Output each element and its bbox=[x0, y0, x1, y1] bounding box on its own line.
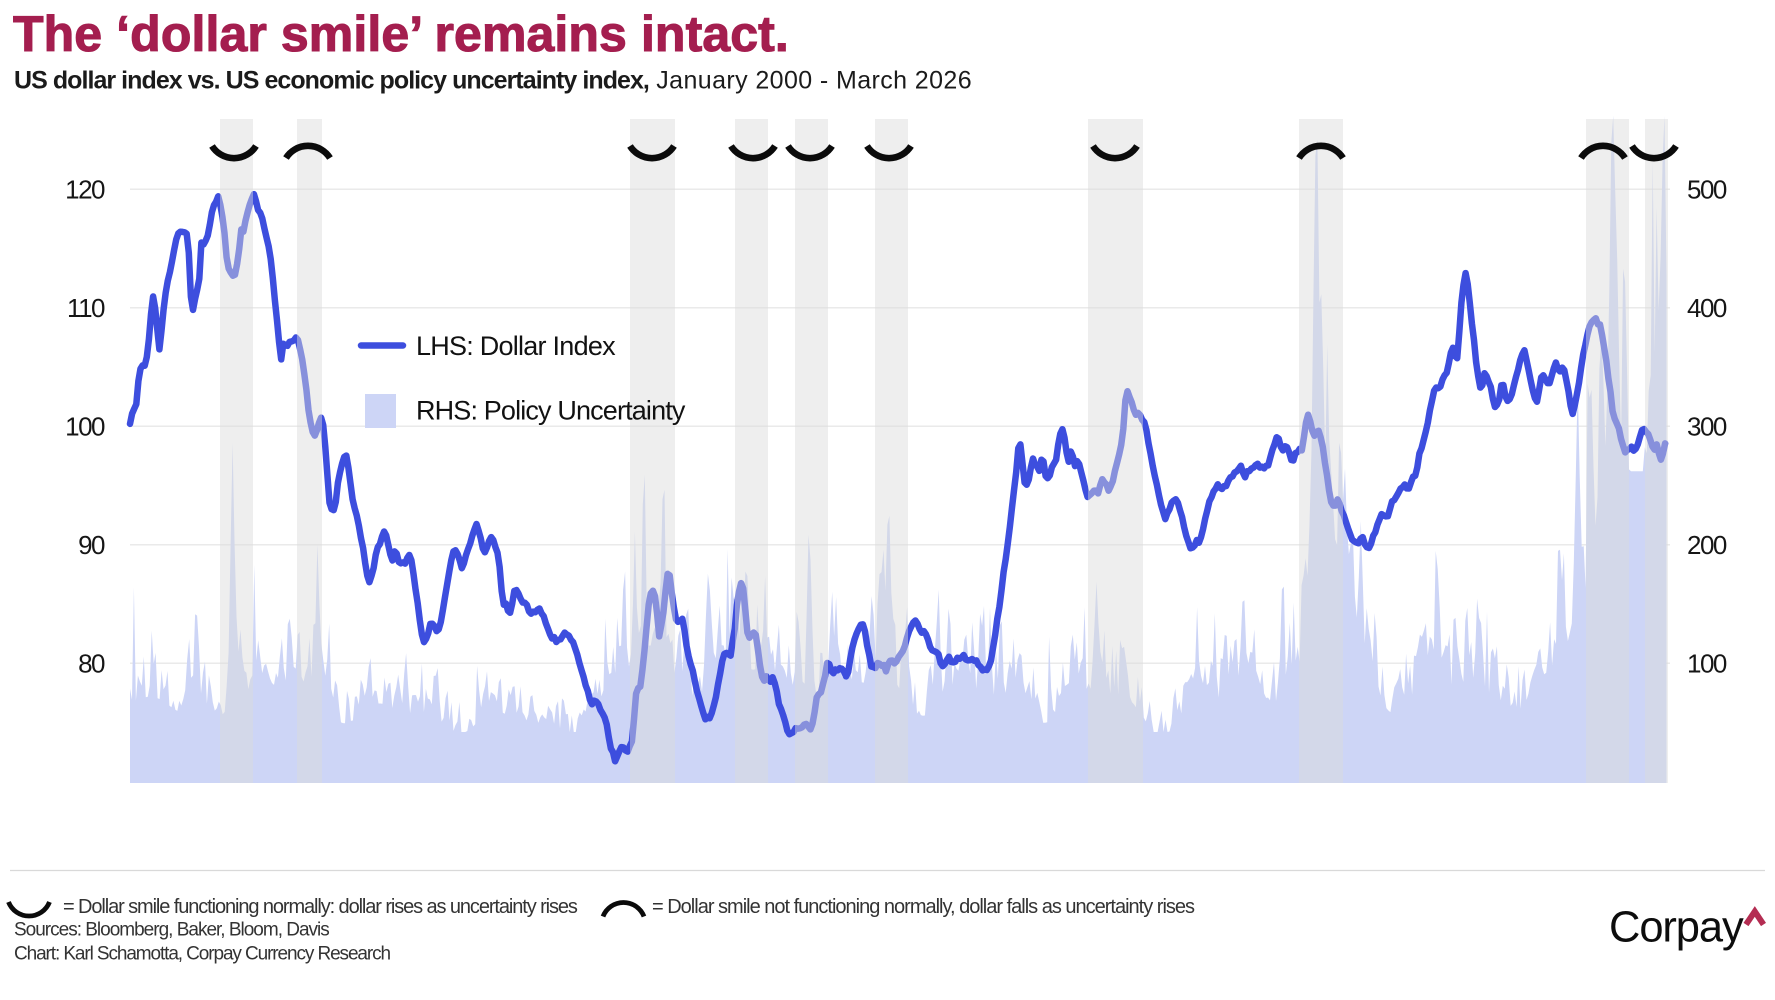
svg-text:90: 90 bbox=[78, 530, 105, 560]
svg-text:= Dollar smile not functioning: = Dollar smile not functioning normally,… bbox=[652, 896, 1195, 918]
svg-text:80: 80 bbox=[78, 648, 105, 678]
svg-text:300: 300 bbox=[1687, 411, 1727, 441]
svg-text:Sources: Bloomberg, Baker, Blo: Sources: Bloomberg, Baker, Bloom, Davis bbox=[14, 920, 329, 941]
svg-text:400: 400 bbox=[1687, 293, 1727, 323]
svg-text:Corpay: Corpay bbox=[1609, 904, 1744, 952]
svg-text:100: 100 bbox=[1687, 648, 1727, 678]
svg-text:= Dollar smile functioning nor: = Dollar smile functioning normally: dol… bbox=[63, 896, 578, 918]
svg-text:The ‘dollar smile’ remains int: The ‘dollar smile’ remains intact. bbox=[13, 6, 789, 62]
svg-text:US dollar index vs. US economi: US dollar index vs. US economic policy u… bbox=[14, 67, 972, 95]
svg-text:RHS: Policy Uncertainty: RHS: Policy Uncertainty bbox=[416, 396, 686, 426]
svg-text:Chart: Karl Schamotta, Corpay: Chart: Karl Schamotta, Corpay Currency R… bbox=[14, 944, 391, 965]
svg-text:200: 200 bbox=[1687, 530, 1727, 560]
svg-text:LHS: Dollar Index: LHS: Dollar Index bbox=[416, 331, 616, 361]
svg-text:120: 120 bbox=[65, 174, 105, 204]
svg-text:100: 100 bbox=[65, 411, 105, 441]
svg-text:110: 110 bbox=[67, 293, 105, 323]
svg-text:500: 500 bbox=[1687, 174, 1727, 204]
